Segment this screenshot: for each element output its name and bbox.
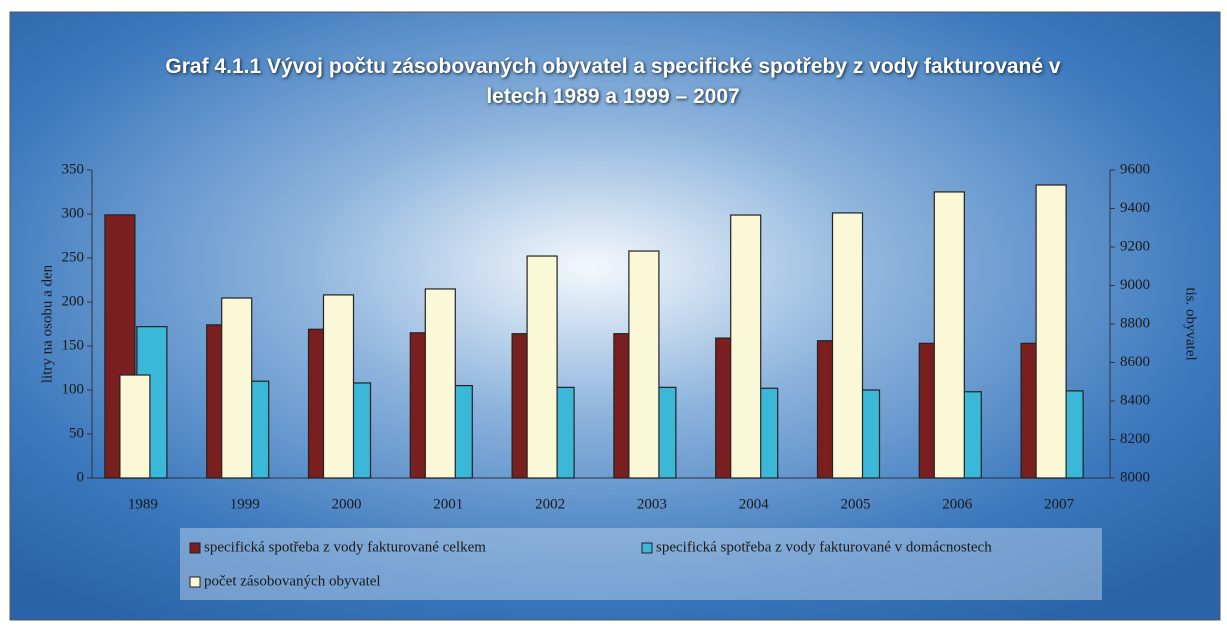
bar (322, 294, 355, 479)
y2-tick-label: 8200 (1120, 431, 1150, 447)
bar (933, 191, 965, 479)
y2-tick-label: 9400 (1120, 200, 1150, 216)
x-tick-label: 2003 (637, 496, 667, 512)
y-tick-label: 300 (62, 205, 85, 221)
bar (526, 255, 558, 479)
y-tick-label: 200 (62, 293, 85, 309)
x-tick-label: 2000 (332, 496, 362, 512)
bar (1035, 184, 1067, 479)
y2-tick-label: 8800 (1120, 315, 1150, 331)
y2-tick-label: 9200 (1120, 238, 1150, 254)
x-tick-label: 2006 (942, 496, 973, 512)
bar (424, 288, 456, 479)
legend-box (180, 528, 1102, 600)
y-axis-label: litry na osobu a den (39, 264, 55, 383)
x-tick-label: 1999 (230, 496, 260, 512)
bar (831, 212, 864, 479)
y2-tick-label: 8000 (1120, 469, 1150, 485)
y2-axis-label: tis. obyvatel (1183, 287, 1199, 360)
y2-tick-label: 9600 (1120, 161, 1150, 177)
chart-title: Graf 4.1.1 Vývoj počtu zásobovaných obyv… (165, 55, 1061, 108)
x-tick-label: 2002 (535, 496, 565, 512)
bar (628, 250, 660, 479)
bar (221, 297, 253, 479)
legend-swatch (189, 576, 201, 588)
x-tick-label: 2007 (1044, 496, 1075, 512)
y-tick-label: 150 (62, 337, 85, 353)
y-tick-label: 350 (62, 161, 85, 177)
bar (119, 374, 151, 479)
legend-label: počet zásobovaných obyvatel (204, 573, 381, 589)
y2-tick-label: 9000 (1120, 277, 1150, 293)
y2-tick-label: 8600 (1120, 354, 1150, 370)
y-tick-label: 50 (69, 425, 84, 441)
legend-label: specifická spotřeba z vody fakturované v… (656, 539, 992, 555)
y2-tick-label: 8400 (1120, 392, 1150, 408)
y-tick-label: 100 (62, 381, 85, 397)
x-tick-label: 2004 (739, 496, 770, 512)
background (9, 11, 1221, 621)
legend-label: specifická spotřeba z vody fakturované c… (204, 539, 486, 555)
y-tick-label: 250 (62, 249, 85, 265)
bar (730, 214, 762, 479)
legend-swatch (189, 542, 201, 554)
x-tick-label: 1989 (128, 496, 158, 512)
legend-swatch (641, 542, 653, 554)
y-tick-label: 0 (77, 469, 85, 485)
x-tick-label: 2001 (433, 496, 463, 512)
x-tick-label: 2005 (841, 496, 871, 512)
